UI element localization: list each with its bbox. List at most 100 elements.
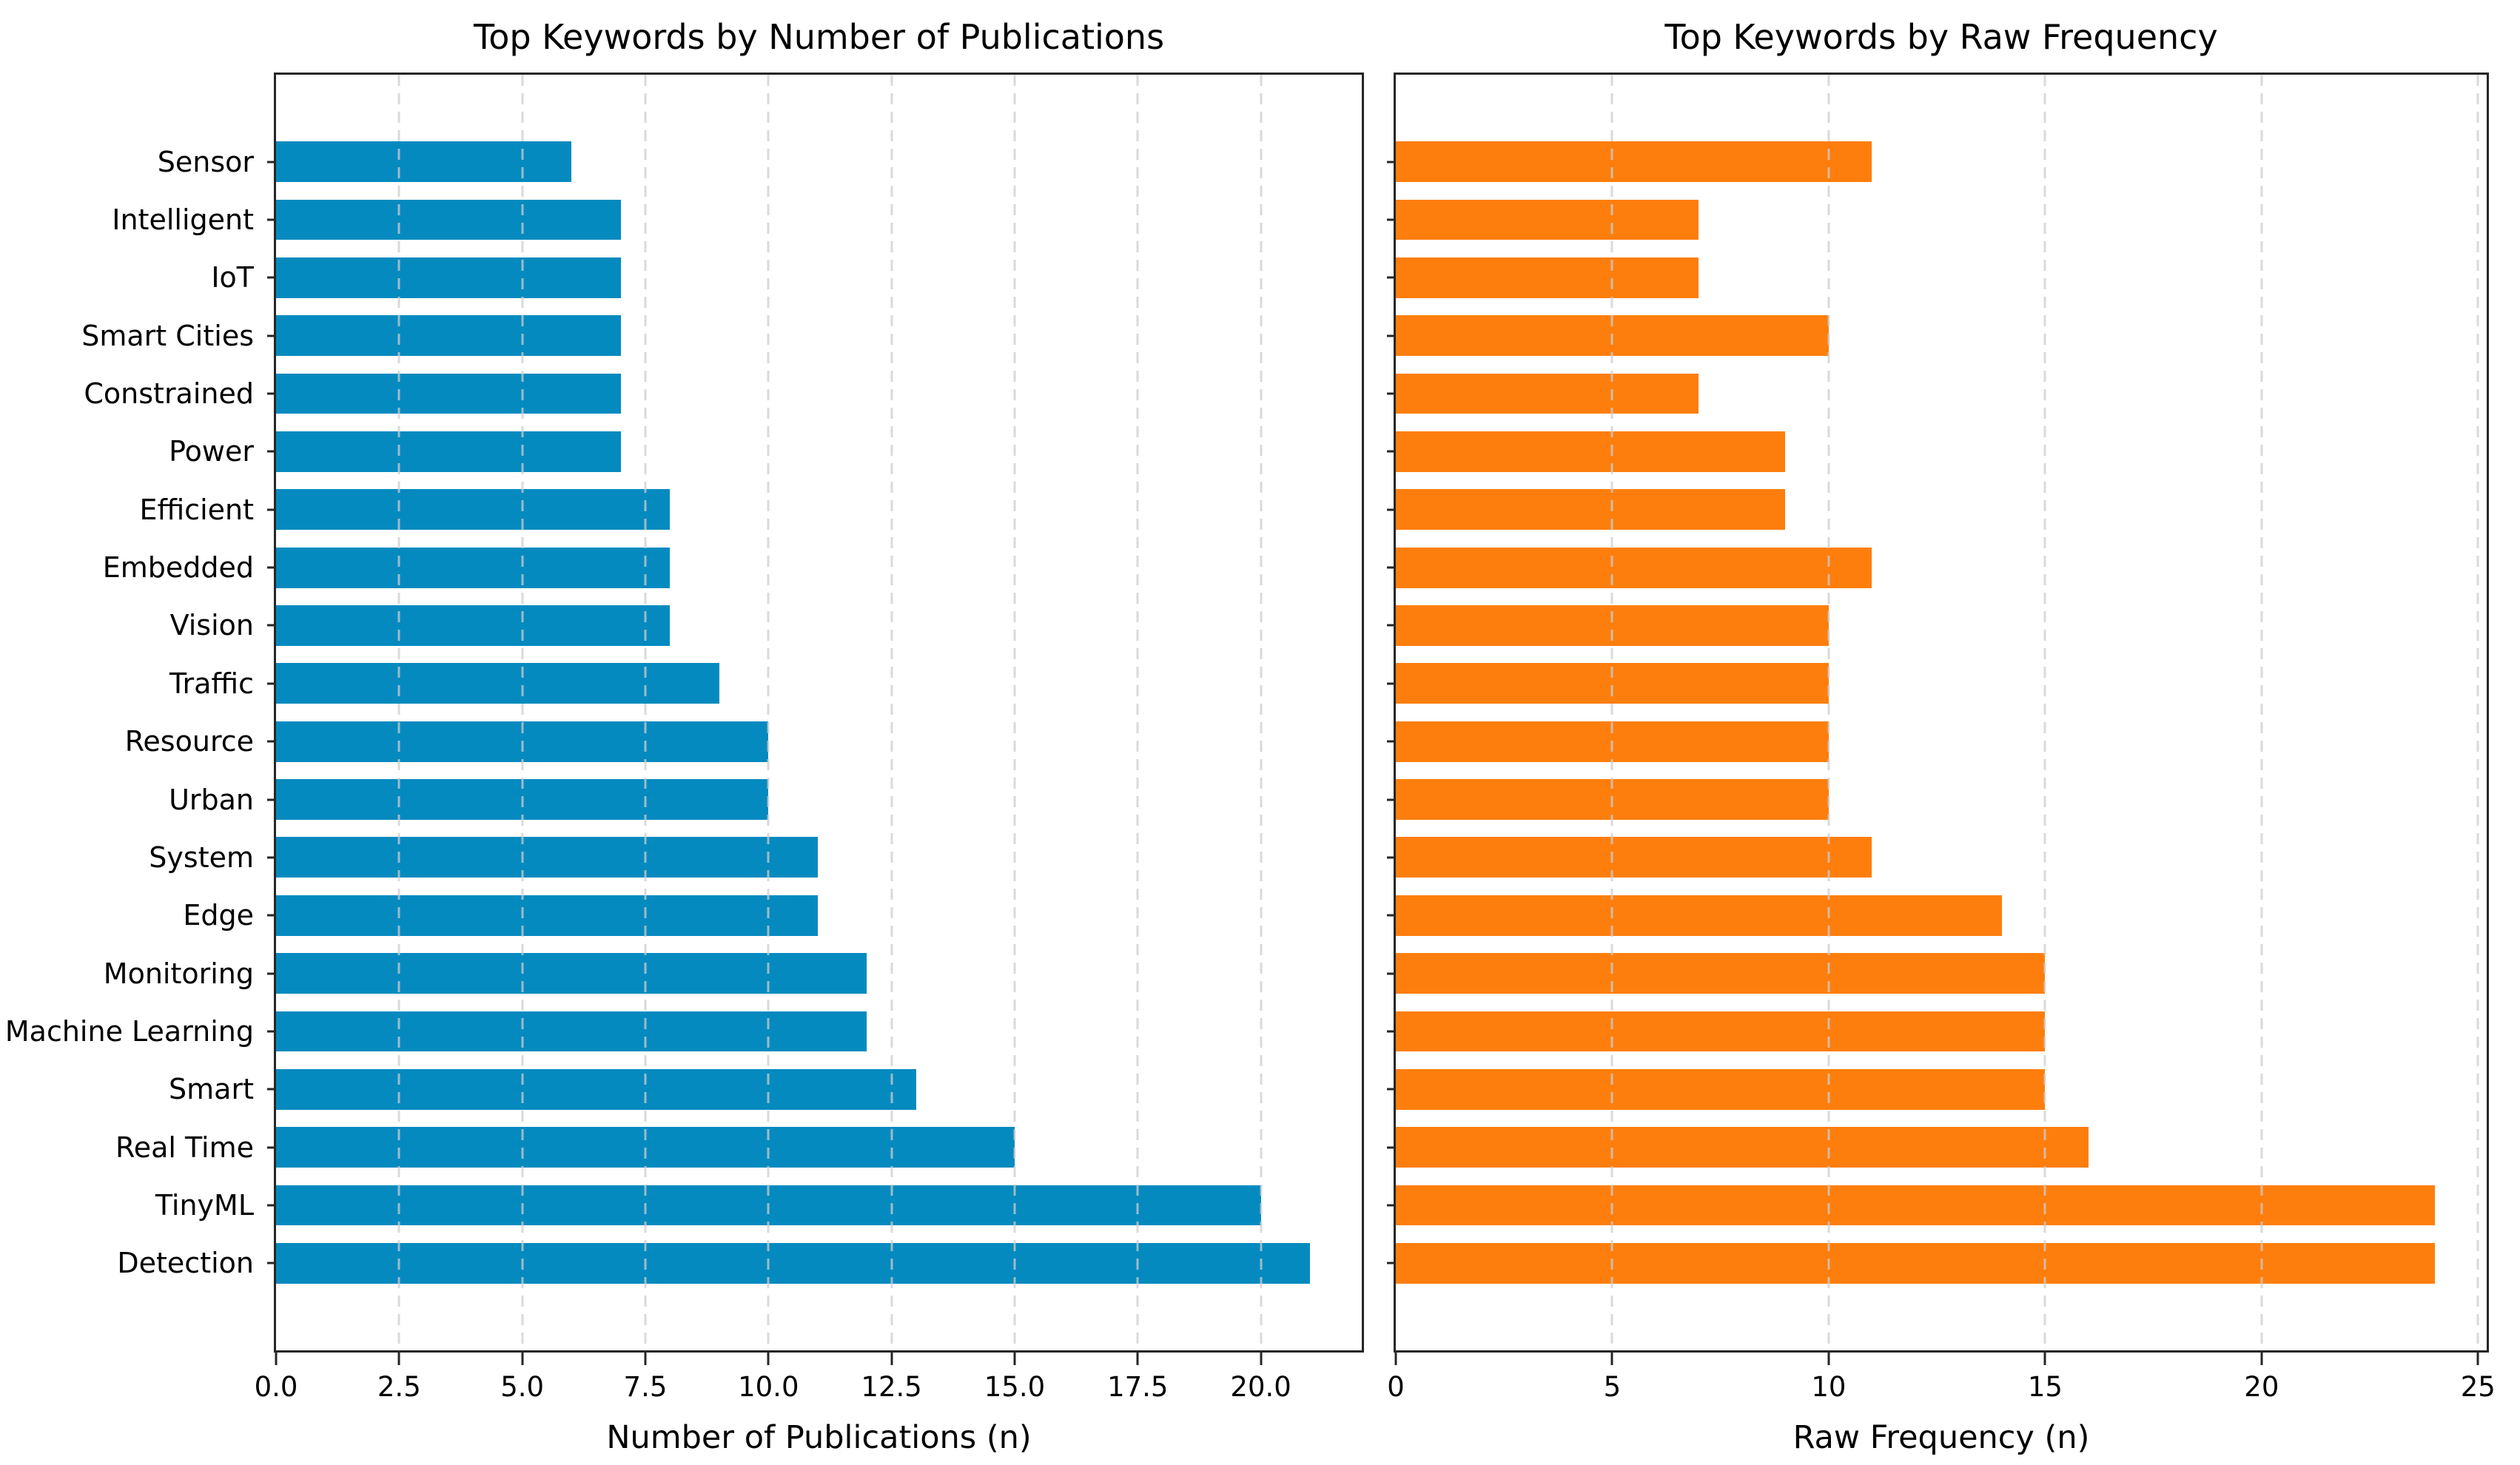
y-tick-mark <box>267 392 276 395</box>
bar-smart <box>276 1068 916 1110</box>
x-tick-label: 12.5 <box>861 1371 922 1403</box>
y-tick-label-urban: Urban <box>169 783 254 816</box>
y-tick-mark <box>267 798 276 801</box>
y-tick-mark <box>267 624 276 627</box>
x-tick-label: 0.0 <box>254 1371 298 1403</box>
y-tick-mark <box>267 450 276 453</box>
gridline <box>2260 75 2263 1350</box>
y-tick-label-monitoring: Monitoring <box>103 957 254 990</box>
y-tick-label-edge: Edge <box>183 899 254 932</box>
x-tick-mark <box>1827 1353 1830 1365</box>
gridline <box>2043 75 2046 1350</box>
plot-area: Sensor Intelligent IoT Smart Cities Constrai… <box>5 73 1364 1402</box>
bar-monitoring <box>276 953 867 994</box>
y-tick-mark <box>1387 740 1396 743</box>
bar-edge <box>1396 895 2002 936</box>
y-tick-label-power: Power <box>169 435 254 468</box>
bar-smart <box>1396 1068 2046 1110</box>
bar-sensor <box>276 141 572 183</box>
y-tick-mark <box>267 218 276 221</box>
y-tick-mark <box>267 161 276 164</box>
x-tick-mark <box>397 1353 400 1365</box>
y-tick-mark <box>1387 1262 1396 1264</box>
y-tick-mark <box>1387 1204 1396 1207</box>
bar-iot <box>276 257 621 298</box>
x-tick-label: 20 <box>2244 1371 2279 1403</box>
x-tick-mark <box>1260 1353 1263 1365</box>
y-tick-mark <box>1387 334 1396 337</box>
x-axis-label: Number of Publications (n) <box>606 1419 1032 1456</box>
y-tick-mark <box>267 566 276 569</box>
y-tick-mark <box>1387 798 1396 801</box>
x-tick-mark <box>767 1353 770 1365</box>
bar-detection <box>1396 1242 2435 1284</box>
bar-monitoring <box>1396 953 2046 994</box>
x-tick-mark <box>2260 1353 2263 1365</box>
bar-iot <box>1396 257 1699 298</box>
bar-efficient <box>276 489 671 531</box>
bar-embedded <box>1396 547 1872 588</box>
y-tick-label-tinyml: TinyML <box>155 1189 254 1222</box>
chart-title: Top Keywords by Number of Publications <box>473 17 1165 57</box>
x-tick-label: 17.5 <box>1107 1371 1169 1403</box>
gridline <box>890 75 893 1350</box>
y-tick-mark <box>1387 450 1396 453</box>
x-tick-mark <box>1610 1353 1613 1365</box>
y-tick-label-smart: Smart <box>169 1073 254 1106</box>
publications-chart: Top Keywords by Number of Publications S… <box>5 18 1364 1455</box>
x-tick-label: 25 <box>2460 1371 2496 1403</box>
bar-vision <box>276 605 671 646</box>
x-tick-label: 15.0 <box>984 1371 1046 1403</box>
gridline <box>521 75 524 1350</box>
bar-intelligent <box>1396 199 1699 240</box>
y-tick-mark <box>1387 624 1396 627</box>
y-tick-label-vision: Vision <box>169 609 254 642</box>
bar-tinyml <box>1396 1185 2435 1226</box>
y-tick-label-intelligent: Intelligent <box>112 203 254 236</box>
y-tick-mark <box>267 334 276 337</box>
bar-edge <box>276 895 818 936</box>
y-tick-label-smart-cities: Smart Cities <box>81 319 254 352</box>
gridline <box>397 75 400 1350</box>
x-tick-label: 0 <box>1387 1371 1405 1403</box>
frequency-chart: Top Keywords by Raw Frequency 0 5 10 15 20 25… <box>1387 18 2496 1455</box>
y-tick-mark <box>1387 856 1396 859</box>
gridline <box>644 75 647 1350</box>
y-tick-mark <box>267 1088 276 1091</box>
bar-real-time <box>1396 1127 2089 1168</box>
gridline <box>1610 75 1613 1350</box>
x-tick-mark <box>644 1353 647 1365</box>
gridline <box>1260 75 1263 1350</box>
x-tick-mark <box>2476 1353 2479 1365</box>
bar-efficient <box>1396 489 1786 531</box>
x-tick-mark <box>1136 1353 1139 1365</box>
y-tick-mark <box>267 1146 276 1149</box>
bar-machine-learning <box>276 1011 867 1052</box>
chart-title: Top Keywords by Raw Frequency <box>1664 17 2218 57</box>
y-tick-label-traffic: Traffic <box>169 667 254 700</box>
x-tick-label: 7.5 <box>623 1371 668 1403</box>
y-tick-label-efficient: Efficient <box>139 493 254 526</box>
bar-constrained <box>276 373 621 414</box>
x-tick-mark <box>890 1353 893 1365</box>
y-tick-label-resource: Resource <box>124 725 254 758</box>
bar-detection <box>276 1242 1311 1284</box>
y-tick-label-embedded: Embedded <box>102 551 254 585</box>
y-tick-mark <box>1387 972 1396 975</box>
bar-smart-cities <box>276 315 621 357</box>
bar-system <box>276 837 818 878</box>
bar-power <box>276 431 621 472</box>
y-tick-mark <box>267 740 276 743</box>
x-tick-mark <box>2043 1353 2046 1365</box>
y-tick-mark <box>267 914 276 917</box>
x-tick-mark <box>1013 1353 1016 1365</box>
y-tick-mark <box>1387 1146 1396 1149</box>
gridline <box>1136 75 1139 1350</box>
y-tick-mark <box>267 856 276 859</box>
gridline <box>767 75 770 1350</box>
y-tick-mark <box>267 1204 276 1207</box>
y-tick-mark <box>1387 1030 1396 1033</box>
x-tick-label: 5.0 <box>500 1371 545 1403</box>
y-tick-mark <box>1387 1088 1396 1091</box>
